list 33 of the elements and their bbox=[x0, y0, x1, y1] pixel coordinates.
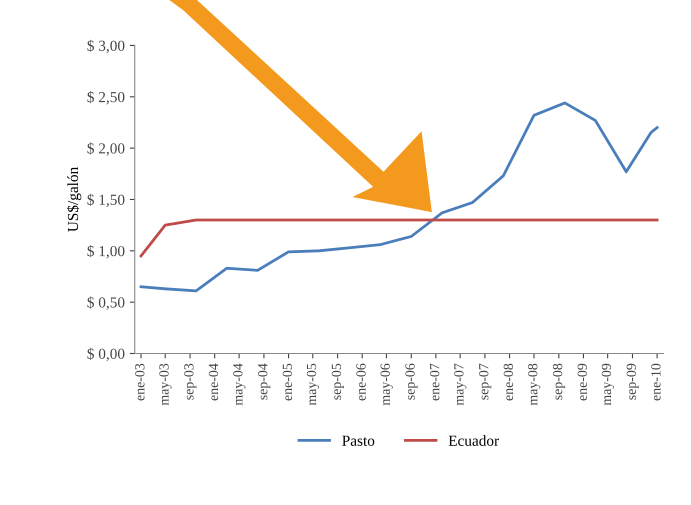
x-tick-label: ene-10 bbox=[651, 364, 661, 400]
x-tick-label: sep-06 bbox=[405, 364, 418, 400]
x-tick-label: ene-07 bbox=[430, 364, 440, 400]
y-tick-label: $ 0,50 bbox=[87, 296, 124, 310]
x-tick-label: sep-05 bbox=[332, 364, 344, 400]
x-tick-label: ene-05 bbox=[282, 364, 292, 400]
legend-label: Pasto bbox=[342, 436, 374, 446]
legend-label: Ecuador bbox=[448, 435, 499, 446]
x-tick-label: ene-09 bbox=[578, 364, 587, 400]
x-tick-label: may-08 bbox=[528, 364, 540, 406]
x-tick-label: may-03 bbox=[159, 364, 172, 406]
x-tick-label: ene-06 bbox=[356, 364, 366, 400]
x-tick-label: sep-03 bbox=[184, 364, 196, 400]
x-tick-label: sep-04 bbox=[258, 363, 270, 400]
y-tick-label: $ 2,00 bbox=[87, 142, 124, 156]
x-tick-label: ene-04 bbox=[208, 363, 218, 400]
x-tick-label: may-05 bbox=[306, 364, 320, 406]
x-tick-label: may-09 bbox=[602, 364, 614, 406]
x-tick-label: may-04 bbox=[233, 363, 246, 406]
y-tick-label: $ 2,50 bbox=[87, 91, 124, 104]
line-series bbox=[140, 102, 658, 292]
x-tick-label: ene-03 bbox=[135, 364, 144, 400]
x-tick-label: may-06 bbox=[380, 364, 393, 406]
x-tick-label: ene-08 bbox=[504, 364, 514, 400]
x-tick-label: sep-08 bbox=[552, 364, 566, 400]
x-tick-label: may-07 bbox=[454, 364, 466, 406]
y-axis-title: US$/galón bbox=[66, 167, 82, 232]
y-tick-label: $ 1,50 bbox=[87, 194, 124, 208]
x-tick-label: sep-07 bbox=[479, 364, 492, 400]
x-tick-label: sep-09 bbox=[626, 364, 639, 400]
y-tick-label: $ 3,00 bbox=[87, 40, 124, 54]
y-tick-label: $ 1,00 bbox=[87, 245, 124, 258]
y-tick-label: $ 0,00 bbox=[87, 348, 124, 362]
